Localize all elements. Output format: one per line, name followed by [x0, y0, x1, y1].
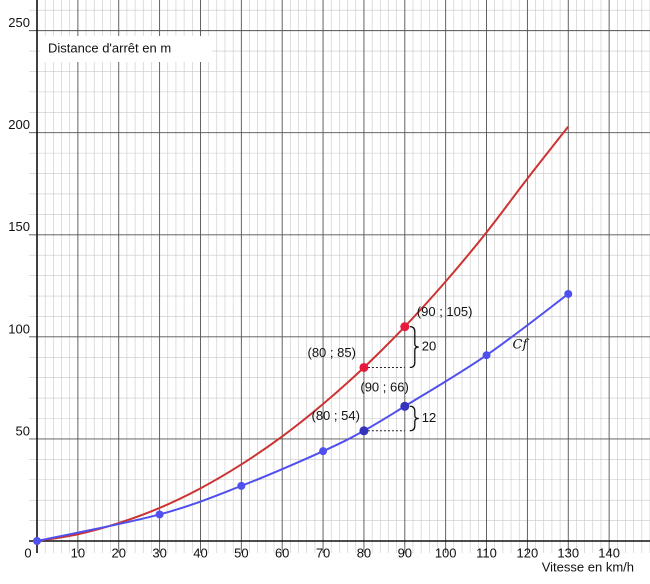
point	[319, 447, 328, 456]
point-label: (90 ; 66)	[360, 380, 408, 395]
x-tick-label: 60	[275, 545, 289, 560]
x-tick-label: 40	[193, 545, 207, 560]
x-tick-label: 130	[557, 545, 579, 560]
highlight-point	[359, 362, 369, 372]
point-label: (80 ; 54)	[312, 408, 360, 423]
x-tick-label: 20	[111, 545, 125, 560]
plot: Cf 20 12 (80 ; 85) (90 ; 105) (80 ; 54)(90 ; …	[33, 125, 573, 545]
x-tick-label: 30	[152, 545, 166, 560]
x-tick-label: 80	[357, 545, 371, 560]
x-tick-label: 50	[234, 545, 248, 560]
y-axis-label: Distance d'arrêt en m	[48, 40, 171, 55]
point	[33, 537, 41, 545]
y-tick-label: 50	[16, 423, 30, 438]
point	[155, 510, 164, 519]
grid: 0 10 20 30 40 50 60 70 80 90 100 110 120 130 140 50 100 1…	[8, 0, 650, 560]
y-tick-label: 150	[8, 219, 30, 234]
difference-label: 12	[422, 410, 436, 425]
x-tick-label: 90	[398, 545, 412, 560]
highlight-point	[359, 426, 369, 436]
point	[237, 481, 246, 490]
x-tick-label: 70	[316, 545, 330, 560]
difference-label: 20	[422, 338, 436, 353]
y-label-box	[40, 36, 212, 62]
brace	[409, 405, 419, 432]
x-tick-label: 110	[476, 545, 497, 560]
x-tick-label: 100	[435, 545, 457, 560]
highlight-point	[400, 322, 410, 332]
point-label: (80 ; 85)	[308, 345, 356, 360]
x-tick-label: 0	[24, 545, 31, 560]
x-axis-label: Vitesse en km/h	[542, 559, 634, 574]
highlight-point	[400, 401, 410, 411]
y-tick-label: 100	[8, 321, 30, 336]
series-label: Cf	[513, 338, 530, 353]
x-tick-label: 10	[71, 545, 85, 560]
y-tick-label: 200	[8, 117, 30, 132]
x-tick-label: 120	[517, 545, 539, 560]
y-tick-label: 250	[8, 15, 30, 30]
point	[564, 289, 573, 298]
point	[482, 351, 491, 360]
brace	[409, 325, 419, 369]
x-tick-label: 140	[598, 545, 620, 560]
series-line	[36, 125, 570, 542]
series-line	[36, 293, 569, 542]
point-label: (90 ; 105)	[417, 304, 473, 319]
